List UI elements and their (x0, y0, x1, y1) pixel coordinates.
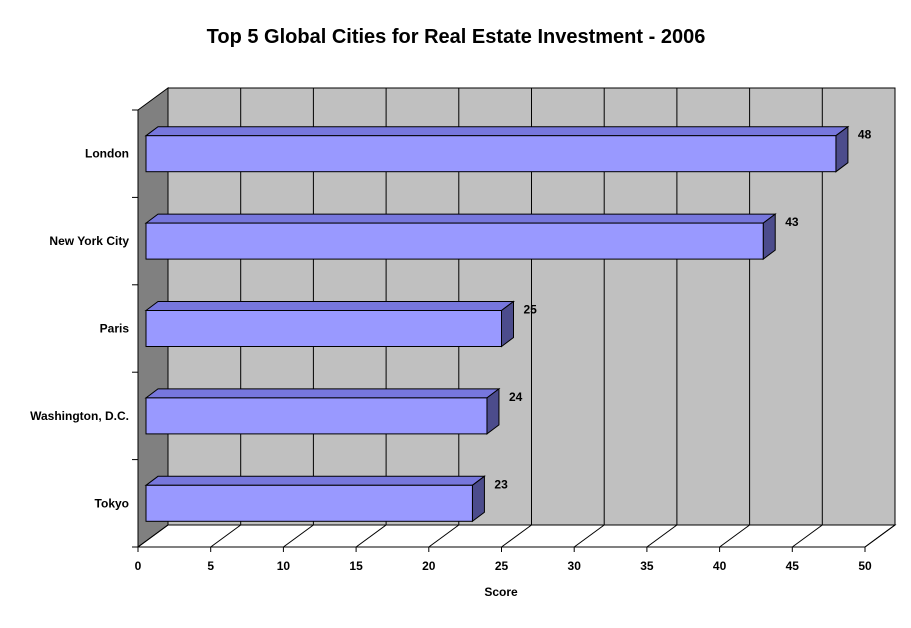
x-tick-label: 0 (135, 559, 142, 573)
x-tick-label: 20 (422, 559, 436, 573)
floor-gridline (719, 524, 750, 548)
data-label: 48 (858, 128, 872, 142)
floor-gridline (792, 524, 823, 548)
bar-front-face (145, 310, 502, 347)
x-tick-label: 15 (349, 559, 363, 573)
bars: 48 43 25 24 23 (144, 125, 872, 523)
bar-top-face (144, 213, 777, 224)
axes: London New York City Paris Washington, D.C.… (30, 109, 872, 573)
bar (144, 125, 850, 173)
bar (144, 300, 515, 348)
x-tick-label: 35 (640, 559, 654, 573)
floor-gridline (283, 524, 314, 548)
floor-gridline (646, 524, 678, 548)
x-tick-label: 50 (858, 559, 872, 573)
data-label: 24 (509, 390, 523, 404)
bar-front-face (145, 135, 837, 173)
x-tick-label: 40 (713, 559, 727, 573)
floor-gridline (864, 524, 896, 548)
floor-gridline (137, 524, 169, 548)
bar-front-face (145, 222, 764, 260)
data-label: 25 (524, 303, 538, 317)
bar-front-face (145, 484, 473, 522)
x-tick-label: 5 (207, 559, 214, 573)
bar-top-face (144, 475, 486, 486)
category-label: Washington, D.C. (30, 409, 129, 423)
category-label: Tokyo (95, 496, 129, 510)
x-tick-label: 25 (495, 559, 509, 573)
chart-title: Top 5 Global Cities for Real Estate Inve… (207, 26, 706, 48)
category-label: New York City (49, 234, 129, 248)
category-label: Paris (100, 322, 130, 336)
floor-gridline (355, 524, 387, 548)
floor-gridline (573, 524, 605, 548)
bar (144, 213, 777, 261)
floor-gridline (210, 524, 241, 548)
x-tick-label: 45 (786, 559, 800, 573)
bar (144, 387, 501, 435)
data-label: 43 (785, 215, 799, 229)
x-tick-label: 30 (568, 559, 582, 573)
x-axis-title: Score (484, 585, 518, 599)
floor-gridline (428, 524, 460, 548)
floor-gridline (501, 524, 532, 548)
category-label: London (85, 147, 129, 161)
bar-top-face (144, 388, 501, 399)
x-tick-label: 10 (277, 559, 291, 573)
bar-front-face (145, 397, 488, 435)
bar (144, 475, 486, 523)
data-label: 23 (494, 477, 508, 491)
bar-top-face (144, 301, 515, 311)
bar-top-face (144, 126, 850, 137)
